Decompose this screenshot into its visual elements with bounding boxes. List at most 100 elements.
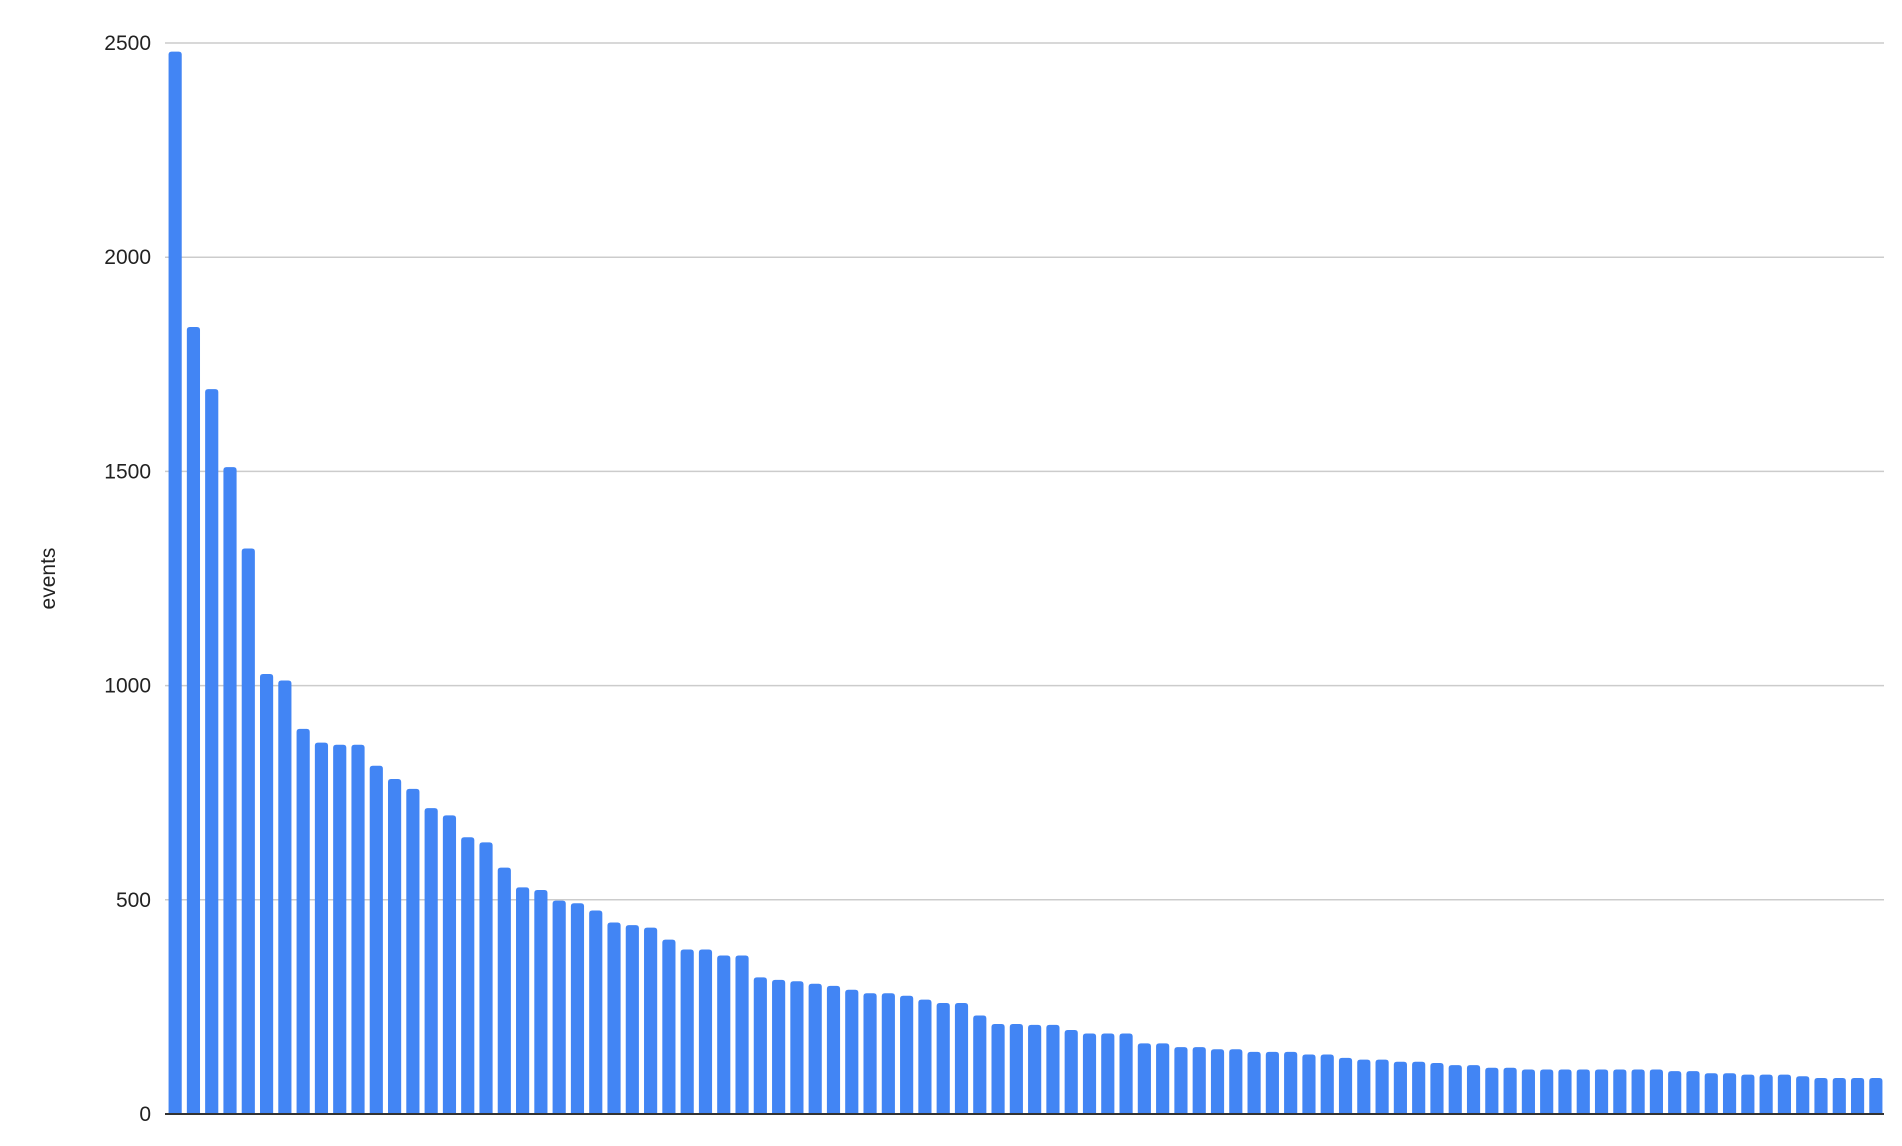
bar bbox=[479, 842, 493, 1114]
bar bbox=[1393, 1061, 1407, 1114]
bar bbox=[1082, 1033, 1097, 1114]
bar bbox=[1704, 1073, 1718, 1114]
bar bbox=[918, 999, 932, 1114]
bar bbox=[461, 837, 475, 1114]
bar bbox=[1796, 1076, 1810, 1114]
bar bbox=[1064, 1030, 1078, 1114]
bar bbox=[1649, 1069, 1663, 1114]
bar bbox=[1613, 1069, 1627, 1114]
bar bbox=[1430, 1063, 1444, 1114]
bar bbox=[223, 467, 237, 1115]
bar bbox=[589, 910, 603, 1114]
bar bbox=[826, 985, 841, 1114]
bar bbox=[1503, 1067, 1517, 1114]
bar bbox=[1247, 1051, 1261, 1114]
bar bbox=[1686, 1071, 1700, 1114]
bar bbox=[717, 955, 731, 1114]
bar bbox=[186, 327, 201, 1115]
bar bbox=[1759, 1074, 1773, 1114]
bar bbox=[680, 949, 694, 1114]
bar bbox=[1540, 1069, 1554, 1114]
bar bbox=[735, 955, 749, 1114]
bar bbox=[442, 815, 457, 1114]
bar bbox=[991, 1024, 1005, 1114]
bar bbox=[1594, 1069, 1609, 1114]
bar bbox=[1119, 1033, 1133, 1114]
bar bbox=[1046, 1024, 1060, 1114]
bar bbox=[625, 925, 639, 1114]
bar bbox=[1814, 1078, 1828, 1114]
bar bbox=[881, 993, 895, 1114]
bar bbox=[753, 977, 767, 1114]
bar bbox=[1485, 1067, 1499, 1114]
y-tick-label: 2000 bbox=[104, 246, 151, 269]
bar bbox=[1558, 1069, 1572, 1114]
bar bbox=[1869, 1078, 1883, 1114]
y-tick-label: 1500 bbox=[104, 460, 151, 483]
bar bbox=[205, 389, 219, 1114]
bar bbox=[1832, 1078, 1846, 1114]
bar bbox=[662, 939, 676, 1114]
y-tick-label: 1000 bbox=[104, 675, 151, 698]
gridlines bbox=[165, 42, 1884, 901]
y-axis-ticks: 0 500 1000 1500 2000 2500 bbox=[104, 32, 151, 1126]
y-axis-label: events bbox=[37, 548, 60, 610]
bar bbox=[845, 989, 859, 1114]
bar bbox=[296, 728, 310, 1114]
bar bbox=[1668, 1071, 1682, 1114]
bar bbox=[698, 949, 713, 1114]
bar bbox=[333, 744, 347, 1114]
bar bbox=[1412, 1061, 1426, 1114]
bar bbox=[1466, 1065, 1481, 1114]
bar bbox=[973, 1015, 987, 1114]
bar bbox=[1210, 1049, 1225, 1114]
bar bbox=[1576, 1069, 1590, 1114]
bar bbox=[607, 922, 621, 1114]
bar bbox=[1302, 1054, 1316, 1114]
bar bbox=[552, 900, 566, 1114]
bar bbox=[1174, 1047, 1188, 1114]
bar bbox=[790, 981, 804, 1114]
y-tick-label: 2500 bbox=[104, 32, 151, 55]
bar bbox=[278, 680, 292, 1114]
bar bbox=[1009, 1024, 1023, 1114]
bar bbox=[314, 742, 329, 1114]
bar bbox=[534, 889, 548, 1114]
bar bbox=[168, 51, 182, 1115]
bar bbox=[351, 744, 365, 1114]
bars bbox=[168, 51, 1883, 1115]
y-tick-label: 500 bbox=[116, 889, 151, 912]
bar bbox=[954, 1003, 969, 1114]
bar bbox=[241, 548, 255, 1114]
y-tick-label: 0 bbox=[139, 1103, 151, 1126]
bar bbox=[1741, 1074, 1755, 1114]
bar bbox=[936, 1003, 950, 1114]
bar bbox=[808, 983, 822, 1114]
bar bbox=[863, 993, 877, 1114]
bar bbox=[1320, 1054, 1334, 1114]
bar bbox=[1265, 1051, 1279, 1114]
bar bbox=[1137, 1043, 1151, 1114]
bar bbox=[516, 887, 530, 1114]
bar bbox=[1777, 1074, 1792, 1114]
bar bbox=[570, 903, 585, 1114]
bar bbox=[1722, 1073, 1737, 1114]
bar bbox=[1375, 1059, 1389, 1114]
bar bbox=[424, 808, 438, 1114]
bar bbox=[497, 867, 511, 1114]
bar bbox=[1229, 1049, 1243, 1114]
bar bbox=[369, 765, 383, 1114]
bar bbox=[388, 778, 402, 1114]
bar bbox=[259, 674, 274, 1114]
bar bbox=[900, 995, 914, 1114]
bar bbox=[1192, 1047, 1206, 1114]
bar bbox=[1357, 1059, 1371, 1114]
bar bbox=[1850, 1078, 1865, 1114]
bar bbox=[1521, 1069, 1535, 1114]
bar bbox=[1156, 1043, 1170, 1114]
bar bbox=[1101, 1033, 1115, 1114]
bar bbox=[1284, 1051, 1298, 1114]
bar bbox=[1338, 1057, 1353, 1114]
bar bbox=[1631, 1069, 1645, 1114]
